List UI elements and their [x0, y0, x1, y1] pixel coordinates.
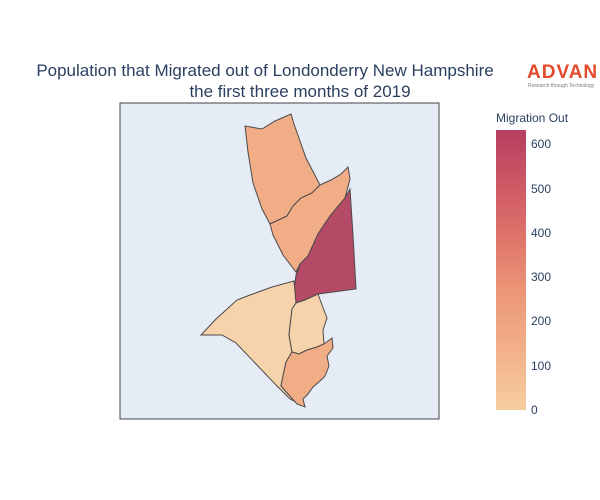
colorbar-tick-label: 600	[531, 137, 552, 151]
chart-title: Population that Migrated out of Londonde…	[0, 60, 600, 102]
logo-brand: ADVAN	[527, 62, 599, 83]
title-line-2: the first three months of 2019	[189, 82, 411, 101]
colorbar-tick-label: 400	[531, 226, 552, 240]
title-line-1: Population that Migrated out of Londonde…	[36, 61, 494, 80]
colorbar-tick-label: 100	[531, 359, 552, 373]
logo-tagline: Research through Technology	[528, 83, 595, 89]
colorbar-tick-label: 300	[531, 270, 552, 284]
colorbar-title: Migration Out	[496, 111, 569, 125]
colorbar-tick-label: 0	[531, 403, 538, 417]
colorbar-tick-label: 500	[531, 182, 552, 196]
colorbar	[496, 130, 526, 410]
advan-logo: ADVAN Research through Technology	[524, 62, 599, 94]
colorbar-tick-label: 200	[531, 314, 552, 328]
region-south[interactable]	[280, 337, 334, 408]
